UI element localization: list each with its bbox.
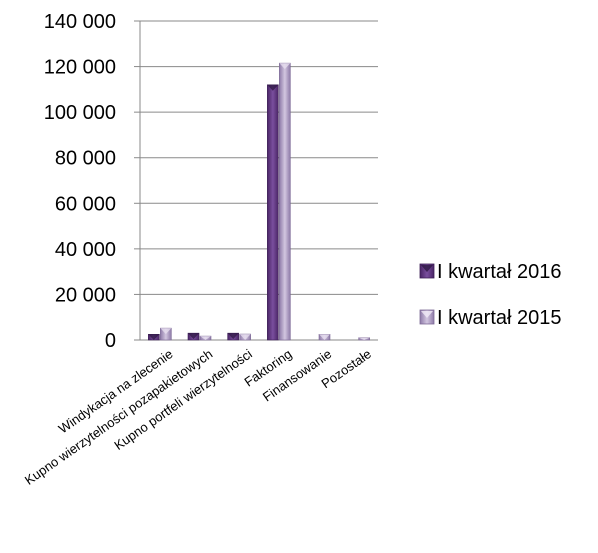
y-tick-label: 140 000: [44, 11, 116, 33]
bar-cap-0-1: [188, 333, 199, 340]
bar-cap-1-3: [279, 63, 291, 70]
bar-cap-0-2: [227, 333, 239, 340]
legend-label: I kwartał 2016: [437, 261, 562, 283]
y-tick-label: 40 000: [55, 239, 116, 261]
y-axis-ticks: 0 20 000 40 000 60 000 80 000 100 000 120 000 1…: [44, 11, 140, 352]
y-tick-label: 20 000: [55, 284, 116, 306]
legend-label: I kwartał 2015: [437, 307, 562, 329]
y-tick-label: 120 000: [44, 57, 116, 79]
bar-cap-0-0: [148, 334, 160, 340]
category-label: Kupno wierzytelności pozapakietowych: [22, 346, 215, 488]
bars: [148, 62, 370, 341]
bar-cap-1-1: [200, 336, 211, 340]
bar-cap-0-3: [267, 84, 279, 91]
bar-cap-1-2: [239, 334, 251, 340]
y-tick-label: 60 000: [55, 193, 116, 215]
bar-cap-1-4: [319, 334, 330, 340]
bar-1-3: [279, 62, 291, 341]
bar-0-3: [267, 84, 279, 341]
legend: I kwartał 2016 I kwartał 2015: [419, 261, 562, 329]
bar-cap-1-5: [358, 337, 370, 340]
gridlines: [140, 20, 378, 295]
y-tick-label: 100 000: [44, 102, 116, 124]
legend-swatch-cap: [421, 311, 433, 318]
legend-swatch-cap: [421, 265, 433, 272]
bar-cap-1-0: [160, 328, 172, 335]
y-tick-label: 80 000: [55, 148, 116, 170]
y-tick-label: 0: [105, 330, 116, 352]
